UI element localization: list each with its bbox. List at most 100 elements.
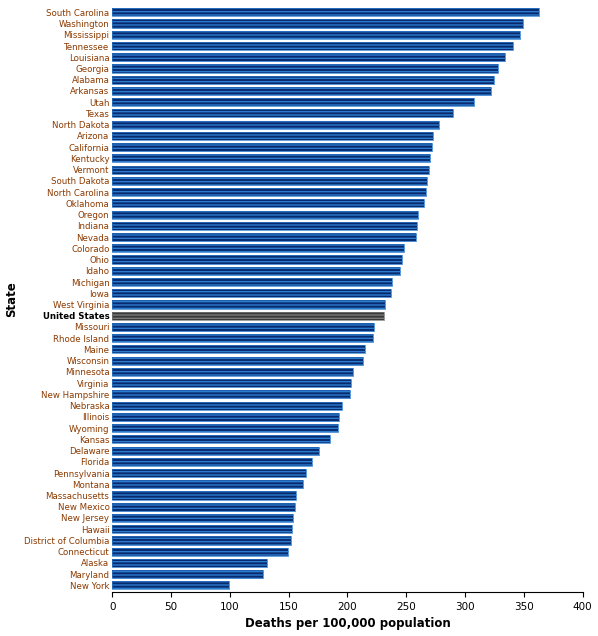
X-axis label: Deaths per 100,000 population: Deaths per 100,000 population bbox=[245, 618, 450, 630]
Bar bbox=[112, 233, 416, 241]
Bar bbox=[112, 502, 295, 511]
Bar bbox=[112, 222, 417, 230]
Bar bbox=[112, 345, 365, 354]
Bar bbox=[112, 109, 453, 118]
Bar bbox=[112, 480, 303, 488]
Bar bbox=[112, 435, 330, 443]
Bar bbox=[112, 312, 384, 320]
Bar bbox=[112, 132, 434, 140]
Bar bbox=[112, 424, 338, 432]
Bar bbox=[112, 266, 401, 275]
Bar bbox=[112, 469, 306, 477]
Bar bbox=[112, 188, 426, 196]
Bar bbox=[112, 357, 363, 364]
Bar bbox=[112, 525, 292, 533]
Bar bbox=[112, 391, 350, 398]
Bar bbox=[112, 548, 288, 556]
Bar bbox=[112, 300, 385, 308]
Bar bbox=[112, 413, 339, 421]
Bar bbox=[112, 357, 363, 364]
Bar bbox=[112, 98, 474, 106]
Bar bbox=[112, 570, 263, 578]
Bar bbox=[112, 480, 303, 488]
Bar bbox=[112, 559, 267, 567]
Bar bbox=[112, 42, 513, 50]
Bar bbox=[112, 446, 319, 455]
Bar bbox=[112, 300, 385, 308]
Bar bbox=[112, 76, 495, 84]
Bar bbox=[112, 323, 374, 331]
Bar bbox=[112, 132, 434, 140]
Bar bbox=[112, 345, 365, 354]
Bar bbox=[112, 289, 391, 297]
Bar bbox=[112, 536, 291, 544]
Bar bbox=[112, 548, 288, 556]
Bar bbox=[112, 266, 401, 275]
Bar bbox=[112, 53, 505, 61]
Bar bbox=[112, 502, 295, 511]
Bar bbox=[112, 155, 430, 162]
Bar bbox=[112, 143, 432, 151]
Bar bbox=[112, 121, 439, 128]
Bar bbox=[112, 413, 339, 421]
Bar bbox=[112, 211, 418, 219]
Bar bbox=[112, 20, 523, 27]
Bar bbox=[112, 31, 520, 39]
Bar bbox=[112, 492, 295, 499]
Bar bbox=[112, 401, 341, 410]
Bar bbox=[112, 177, 428, 185]
Bar bbox=[112, 165, 429, 174]
Bar bbox=[112, 458, 312, 466]
Bar bbox=[112, 278, 392, 286]
Bar bbox=[112, 391, 350, 398]
Bar bbox=[112, 256, 401, 263]
Bar bbox=[112, 334, 373, 342]
Bar bbox=[112, 514, 294, 522]
Bar bbox=[112, 87, 491, 95]
Bar bbox=[112, 424, 338, 432]
Bar bbox=[112, 289, 391, 297]
Bar bbox=[112, 458, 312, 466]
Bar bbox=[112, 8, 539, 17]
Bar bbox=[112, 222, 417, 230]
Bar bbox=[112, 368, 353, 376]
Bar bbox=[112, 570, 263, 578]
Bar bbox=[112, 559, 267, 567]
Bar bbox=[112, 581, 228, 590]
Bar bbox=[112, 121, 439, 128]
Bar bbox=[112, 53, 505, 61]
Bar bbox=[112, 42, 513, 50]
Bar bbox=[112, 492, 295, 499]
Bar bbox=[112, 446, 319, 455]
Bar bbox=[112, 368, 353, 376]
Bar bbox=[112, 165, 429, 174]
Y-axis label: State: State bbox=[5, 281, 19, 317]
Bar bbox=[112, 199, 424, 207]
Bar bbox=[112, 435, 330, 443]
Bar bbox=[112, 8, 539, 17]
Bar bbox=[112, 155, 430, 162]
Bar bbox=[112, 514, 294, 522]
Bar bbox=[112, 211, 418, 219]
Bar bbox=[112, 31, 520, 39]
Bar bbox=[112, 469, 306, 477]
Bar bbox=[112, 64, 498, 73]
Bar bbox=[112, 278, 392, 286]
Bar bbox=[112, 581, 228, 590]
Bar bbox=[112, 143, 432, 151]
Bar bbox=[112, 64, 498, 73]
Bar bbox=[112, 379, 351, 387]
Bar bbox=[112, 199, 424, 207]
Bar bbox=[112, 312, 384, 320]
Bar bbox=[112, 244, 404, 252]
Bar bbox=[112, 323, 374, 331]
Bar bbox=[112, 536, 291, 544]
Bar bbox=[112, 256, 401, 263]
Bar bbox=[112, 20, 523, 27]
Bar bbox=[112, 379, 351, 387]
Bar bbox=[112, 98, 474, 106]
Bar bbox=[112, 109, 453, 118]
Bar bbox=[112, 334, 373, 342]
Bar bbox=[112, 401, 341, 410]
Bar bbox=[112, 188, 426, 196]
